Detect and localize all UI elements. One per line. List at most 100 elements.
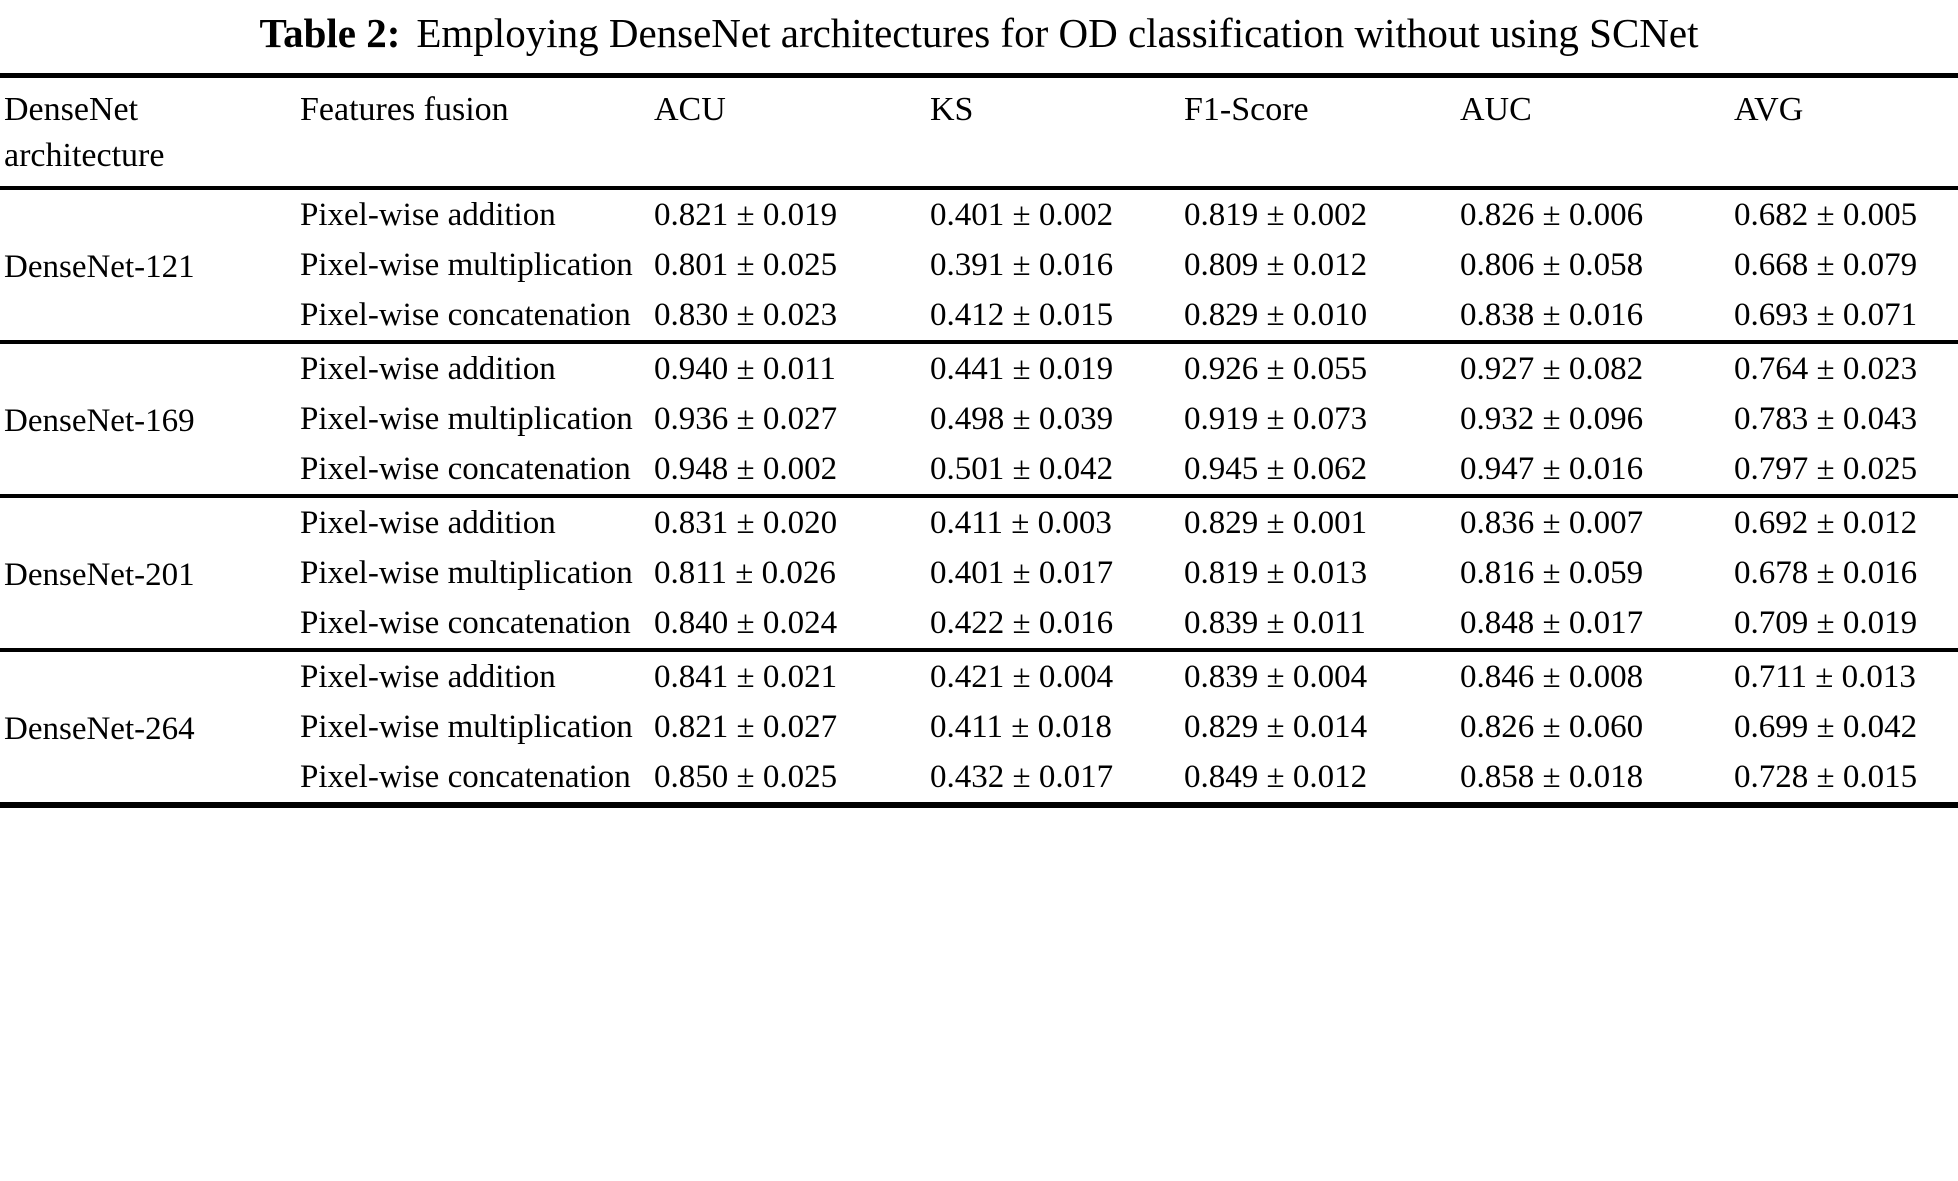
auc-value-cell: 0.826 ± 0.060 [1460, 709, 1644, 745]
table-row: DenseNet-169 Pixel-wise addition 0.940 ± 0… [0, 342, 1958, 498]
avg-value-cell: 0.783 ± 0.043 [1734, 401, 1918, 437]
auc-value-cell: 0.846 ± 0.008 [1460, 659, 1644, 695]
table-row: Pixel-wise multiplication 0.811 ± 0.026 0.… [0, 548, 1958, 598]
ks-value-cell: 0.401 ± 0.017 [930, 555, 1114, 591]
f1-score-value-cell: 0.919 ± 0.073 [1184, 401, 1368, 437]
fusion-cell: Pixel-wise concatenation [300, 759, 631, 795]
fusion-cell: Pixel-wise concatenation [296, 290, 650, 344]
results-table: DenseNet architecture Features fusion AC… [0, 73, 1958, 808]
results-table-body: DenseNet-121 Pixel-wise addition 0.821 ± 0… [0, 188, 1958, 805]
f1-score-value-cell: 0.819 ± 0.013 [1184, 555, 1368, 591]
table-row: DenseNet-201 Pixel-wise addition 0.831 ± 0… [0, 496, 1958, 652]
table-row: Pixel-wise concatenation 0.830 ± 0.023 0.4… [0, 290, 1958, 344]
table-row: Pixel-wise multiplication 0.821 ± 0.027 0.… [0, 702, 1958, 752]
acu-value-cell: 0.821 ± 0.027 [654, 709, 838, 745]
acu-value-cell: 0.850 ± 0.025 [654, 759, 838, 795]
f1-score-value-cell: 0.849 ± 0.012 [1184, 759, 1368, 795]
acu-value-cell: 0.831 ± 0.020 [654, 505, 838, 541]
fusion-cell: Pixel-wise multiplication [300, 401, 633, 437]
architecture-cell: DenseNet-121 [0, 188, 296, 344]
fusion-cell: Pixel-wise addition [300, 659, 556, 695]
auc-value-cell: 0.927 ± 0.082 [1460, 351, 1644, 387]
acu-value-cell: 0.936 ± 0.027 [654, 401, 838, 437]
fusion-cell: Pixel-wise addition [300, 505, 556, 541]
f1-score-value-cell: 0.819 ± 0.002 [1184, 197, 1368, 233]
acu-value-cell: 0.940 ± 0.011 [654, 351, 836, 387]
architecture-cell: DenseNet-264 [4, 711, 195, 747]
f1-score-value-cell: 0.829 ± 0.001 [1184, 505, 1368, 541]
auc-value-cell: 0.838 ± 0.016 [1456, 290, 1730, 344]
table-row: Pixel-wise concatenation 0.948 ± 0.002 0.5… [0, 444, 1958, 498]
header-ks: KS [926, 75, 1180, 190]
avg-value-cell: 0.764 ± 0.023 [1734, 351, 1918, 387]
results-table-header: DenseNet architecture Features fusion AC… [0, 75, 1958, 190]
avg-value-cell: 0.693 ± 0.071 [1730, 290, 1958, 344]
header-acu: ACU [650, 75, 926, 190]
ks-value-cell: 0.391 ± 0.016 [930, 247, 1114, 283]
header-f1-score: F1-Score [1180, 75, 1456, 190]
acu-value-cell: 0.830 ± 0.023 [650, 290, 926, 344]
header-densenet-architecture: DenseNet architecture [0, 75, 296, 190]
table-row: Pixel-wise multiplication 0.936 ± 0.027 0.… [0, 394, 1958, 444]
avg-value-cell: 0.711 ± 0.013 [1734, 659, 1916, 695]
architecture-cell: DenseNet-169 [0, 342, 296, 498]
f1-score-value-cell: 0.839 ± 0.011 [1180, 598, 1456, 652]
auc-value-cell: 0.836 ± 0.007 [1460, 505, 1644, 541]
ks-value-cell: 0.421 ± 0.004 [930, 659, 1114, 695]
f1-score-value-cell: 0.829 ± 0.014 [1184, 709, 1368, 745]
acu-value-cell: 0.801 ± 0.025 [654, 247, 838, 283]
auc-value-cell: 0.806 ± 0.058 [1460, 247, 1644, 283]
ks-value-cell: 0.422 ± 0.016 [926, 598, 1180, 652]
auc-value-cell: 0.816 ± 0.059 [1460, 555, 1644, 591]
header-avg: AVG [1730, 75, 1958, 190]
ks-value-cell: 0.498 ± 0.039 [930, 401, 1114, 437]
avg-value-cell: 0.678 ± 0.016 [1734, 555, 1918, 591]
acu-value-cell: 0.840 ± 0.024 [650, 598, 926, 652]
ks-value-cell: 0.501 ± 0.042 [926, 444, 1180, 498]
ks-value-cell: 0.401 ± 0.002 [930, 197, 1114, 233]
fusion-cell: Pixel-wise addition [300, 351, 556, 387]
ks-value-cell: 0.432 ± 0.017 [930, 759, 1114, 795]
ks-value-cell: 0.411 ± 0.003 [930, 505, 1112, 541]
f1-score-value-cell: 0.829 ± 0.010 [1180, 290, 1456, 344]
avg-value-cell: 0.692 ± 0.012 [1734, 505, 1918, 541]
ks-value-cell: 0.411 ± 0.018 [930, 709, 1112, 745]
table-row: DenseNet-264 Pixel-wise addition 0.841 ± 0… [0, 650, 1958, 747]
fusion-cell: Pixel-wise multiplication [300, 247, 633, 283]
auc-value-cell: 0.932 ± 0.096 [1460, 401, 1644, 437]
acu-value-cell: 0.948 ± 0.002 [650, 444, 926, 498]
f1-score-value-cell: 0.809 ± 0.012 [1184, 247, 1368, 283]
avg-value-cell: 0.699 ± 0.042 [1734, 709, 1918, 745]
architecture-cell: DenseNet-201 [0, 496, 296, 652]
table-row: Pixel-wise multiplication 0.801 ± 0.025 0.… [0, 240, 1958, 290]
ks-value-cell: 0.441 ± 0.019 [930, 351, 1114, 387]
fusion-cell: Pixel-wise addition [300, 197, 556, 233]
f1-score-value-cell: 0.839 ± 0.004 [1184, 659, 1368, 695]
table-caption: Table 2: Employing DenseNet architectures… [0, 6, 1958, 61]
auc-value-cell: 0.947 ± 0.016 [1456, 444, 1730, 498]
fusion-cell: Pixel-wise concatenation [296, 444, 650, 498]
acu-value-cell: 0.841 ± 0.021 [654, 659, 838, 695]
table-caption-text: Employing DenseNet architectures for OD … [416, 10, 1699, 56]
avg-value-cell: 0.668 ± 0.079 [1734, 247, 1918, 283]
header-features-fusion: Features fusion [296, 75, 650, 190]
fusion-cell: Pixel-wise concatenation [296, 598, 650, 652]
auc-value-cell: 0.826 ± 0.006 [1460, 197, 1644, 233]
fusion-cell: Pixel-wise multiplication [300, 555, 633, 591]
table-row: Pixel-wise concatenation 0.850 ± 0.025 0.4… [0, 752, 1958, 805]
avg-value-cell: 0.709 ± 0.019 [1730, 598, 1958, 652]
fusion-cell: Pixel-wise multiplication [300, 709, 633, 745]
acu-value-cell: 0.811 ± 0.026 [654, 555, 836, 591]
avg-value-cell: 0.682 ± 0.005 [1734, 197, 1918, 233]
table-row: DenseNet-121 Pixel-wise addition 0.821 ± 0… [0, 188, 1958, 344]
auc-value-cell: 0.858 ± 0.018 [1460, 759, 1644, 795]
table-row: Pixel-wise concatenation 0.840 ± 0.024 0.4… [0, 598, 1958, 652]
auc-value-cell: 0.848 ± 0.017 [1456, 598, 1730, 652]
header-auc: AUC [1456, 75, 1730, 190]
avg-value-cell: 0.728 ± 0.015 [1734, 759, 1918, 795]
ks-value-cell: 0.412 ± 0.015 [926, 290, 1180, 344]
acu-value-cell: 0.821 ± 0.019 [654, 197, 838, 233]
avg-value-cell: 0.797 ± 0.025 [1730, 444, 1958, 498]
table-caption-label: Table 2: [259, 10, 401, 56]
f1-score-value-cell: 0.945 ± 0.062 [1180, 444, 1456, 498]
